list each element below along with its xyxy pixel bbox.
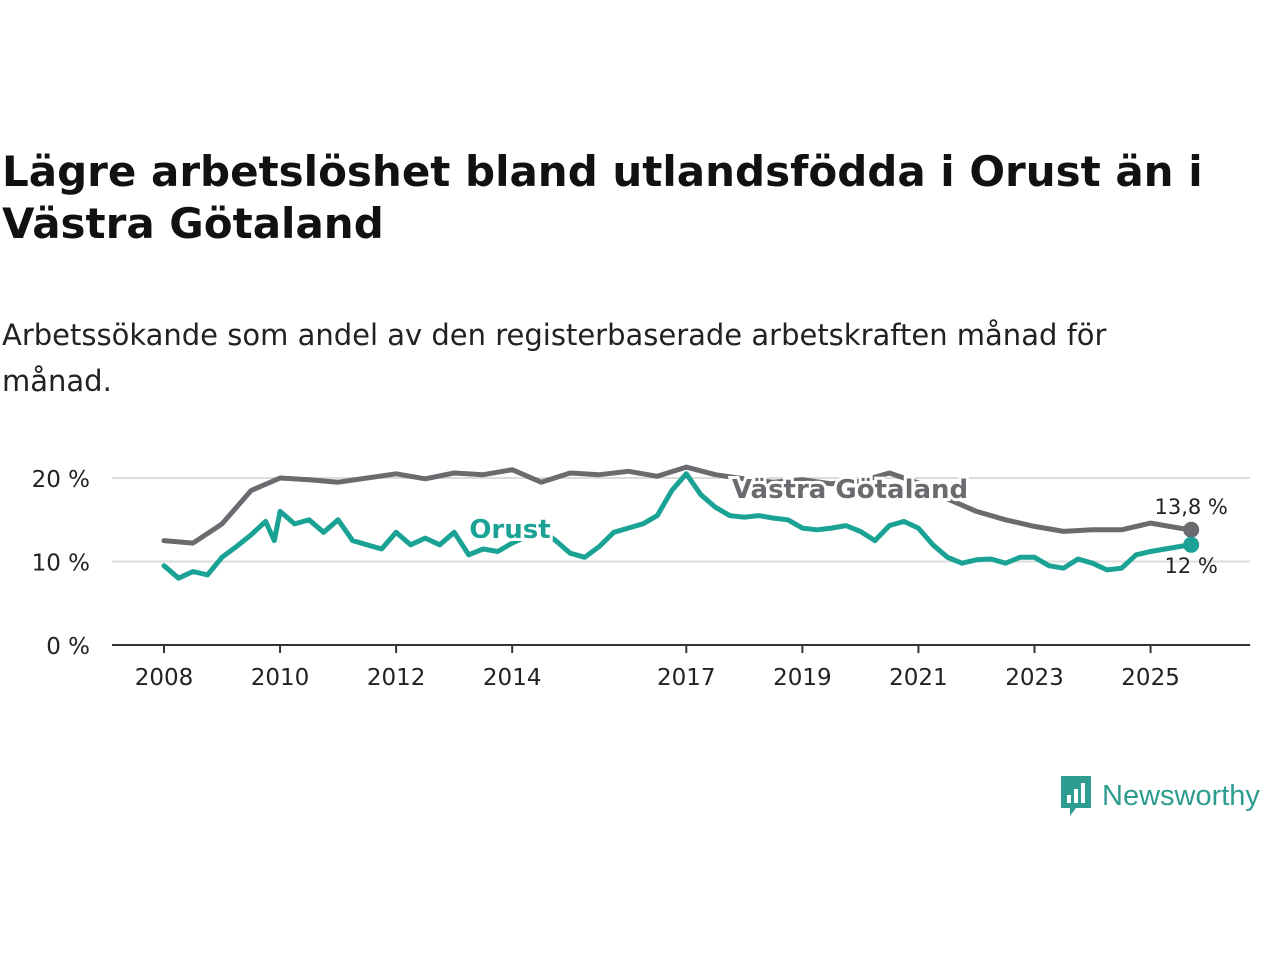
series-line-orust [161,471,1194,581]
x-tick-label: 2019 [773,665,832,691]
brand-name: Newsworthy [1102,779,1260,812]
x-tick-label: 2017 [657,665,716,691]
x-tick-label: 2021 [889,665,948,691]
series-label-vastra-gotaland: Västra Götaland [732,475,968,505]
newsworthy-logo[interactable]: Newsworthy [1058,772,1260,820]
x-tick-label: 2008 [135,665,194,691]
x-tick-label: 2010 [251,665,310,691]
series-lines [161,464,1194,581]
series-line-vastra-gotaland [161,464,1194,546]
newsworthy-logo-icon [1061,776,1091,816]
end-value-label: 13,8 % [1155,495,1228,519]
y-tick-label: 0 % [46,634,90,660]
end-point-vastra-gotaland [1183,521,1200,538]
y-tick-label: 10 % [32,551,90,577]
x-tick-label: 2014 [483,665,542,691]
end-value-label: 12 % [1165,554,1218,578]
line-chart: 0 % 10 % 20 % 2008 2010 2012 2014 2017 2019 2021 2… [32,464,1250,691]
chart-title: Lägre arbetslöshet bland utlandsfödda i … [2,147,1203,248]
y-tick-label: 20 % [32,467,90,493]
end-point-orust [1183,536,1200,553]
chart-subtitle: Arbetssökande som andel av den registerb… [2,318,1107,398]
x-tick-label: 2025 [1121,665,1180,691]
series-label-orust: Orust [469,515,550,545]
x-tick-label: 2012 [367,665,426,691]
x-tick-label: 2023 [1005,665,1064,691]
